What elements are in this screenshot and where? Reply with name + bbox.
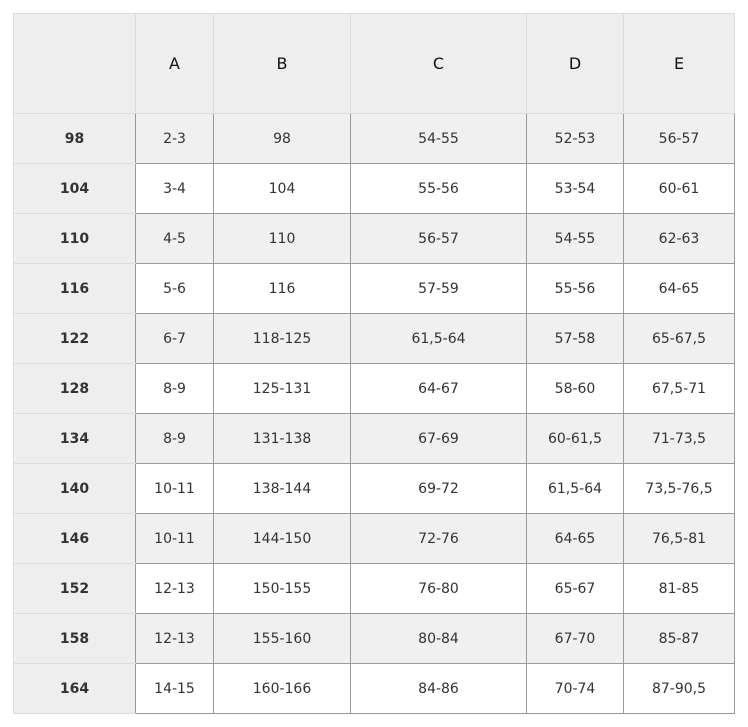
table-cell: 52-53 [526, 113, 624, 164]
table-cell: 85-87 [623, 613, 735, 664]
table-cell: 84-86 [350, 663, 527, 714]
table-cell: 12-13 [135, 613, 214, 664]
row-header: 140 [13, 463, 136, 514]
table-cell: 73,5-76,5 [623, 463, 735, 514]
table-cell: 80-84 [350, 613, 527, 664]
table-cell: 144-150 [213, 513, 351, 564]
table-cell: 131-138 [213, 413, 351, 464]
row-header: 122 [13, 313, 136, 364]
table-cell: 67-69 [350, 413, 527, 464]
table-cell: 54-55 [526, 213, 624, 264]
table-cell: 61,5-64 [350, 313, 527, 364]
table-row: 128 8-9 125-131 64-67 58-60 67,5-71 [13, 363, 735, 414]
table-cell: 150-155 [213, 563, 351, 614]
table-cell: 72-76 [350, 513, 527, 564]
row-header: 128 [13, 363, 136, 414]
table-cell: 155-160 [213, 613, 351, 664]
table-cell: 58-60 [526, 363, 624, 414]
table-cell: 65-67 [526, 563, 624, 614]
row-header: 152 [13, 563, 136, 614]
table-cell: 160-166 [213, 663, 351, 714]
table-cell: 60-61,5 [526, 413, 624, 464]
column-header: C [350, 13, 527, 114]
table-row: 98 2-3 98 54-55 52-53 56-57 [13, 113, 735, 164]
table-cell: 5-6 [135, 263, 214, 314]
table-cell: 10-11 [135, 513, 214, 564]
table-cell: 64-67 [350, 363, 527, 414]
row-header: 110 [13, 213, 136, 264]
table-cell: 55-56 [350, 163, 527, 214]
table-cell: 56-57 [350, 213, 527, 264]
table-cell: 55-56 [526, 263, 624, 314]
column-header: B [213, 13, 351, 114]
table-cell: 118-125 [213, 313, 351, 364]
table-cell: 10-11 [135, 463, 214, 514]
table-cell: 12-13 [135, 563, 214, 614]
table-cell: 125-131 [213, 363, 351, 414]
column-header: D [526, 13, 624, 114]
table-cell: 53-54 [526, 163, 624, 214]
table-cell: 2-3 [135, 113, 214, 164]
table-cell: 54-55 [350, 113, 527, 164]
table-cell: 69-72 [350, 463, 527, 514]
column-header [13, 13, 136, 114]
row-header: 146 [13, 513, 136, 564]
table-cell: 3-4 [135, 163, 214, 214]
table-cell: 116 [213, 263, 351, 314]
table-cell: 110 [213, 213, 351, 264]
table-cell: 76-80 [350, 563, 527, 614]
table-cell: 57-58 [526, 313, 624, 364]
table-row: 122 6-7 118-125 61,5-64 57-58 65-67,5 [13, 313, 735, 364]
table-cell: 56-57 [623, 113, 735, 164]
table-cell: 60-61 [623, 163, 735, 214]
table-cell: 14-15 [135, 663, 214, 714]
table-cell: 76,5-81 [623, 513, 735, 564]
table-row: 140 10-11 138-144 69-72 61,5-64 73,5-76,5 [13, 463, 735, 514]
table-row: 158 12-13 155-160 80-84 67-70 85-87 [13, 613, 735, 664]
table-row: 116 5-6 116 57-59 55-56 64-65 [13, 263, 735, 314]
table-cell: 6-7 [135, 313, 214, 364]
table-cell: 8-9 [135, 413, 214, 464]
table-cell: 61,5-64 [526, 463, 624, 514]
row-header: 104 [13, 163, 136, 214]
table-row: 134 8-9 131-138 67-69 60-61,5 71-73,5 [13, 413, 735, 464]
table-cell: 57-59 [350, 263, 527, 314]
table-row: 104 3-4 104 55-56 53-54 60-61 [13, 163, 735, 214]
table-cell: 81-85 [623, 563, 735, 614]
table-cell: 4-5 [135, 213, 214, 264]
table-cell: 8-9 [135, 363, 214, 414]
table-row: 164 14-15 160-166 84-86 70-74 87-90,5 [13, 663, 735, 714]
table-cell: 64-65 [623, 263, 735, 314]
table-cell: 138-144 [213, 463, 351, 514]
row-header: 116 [13, 263, 136, 314]
table-cell: 104 [213, 163, 351, 214]
row-header: 164 [13, 663, 136, 714]
table-cell: 65-67,5 [623, 313, 735, 364]
column-header: E [623, 13, 735, 114]
table-cell: 67,5-71 [623, 363, 735, 414]
column-header: A [135, 13, 214, 114]
table-cell: 71-73,5 [623, 413, 735, 464]
table-row: 110 4-5 110 56-57 54-55 62-63 [13, 213, 735, 264]
table-cell: 87-90,5 [623, 663, 735, 714]
table-cell: 70-74 [526, 663, 624, 714]
table-cell: 64-65 [526, 513, 624, 564]
row-header: 158 [13, 613, 136, 664]
table-cell: 67-70 [526, 613, 624, 664]
table-cell: 62-63 [623, 213, 735, 264]
table-row: 146 10-11 144-150 72-76 64-65 76,5-81 [13, 513, 735, 564]
row-header: 98 [13, 113, 136, 164]
table-row: 152 12-13 150-155 76-80 65-67 81-85 [13, 563, 735, 614]
table-cell: 98 [213, 113, 351, 164]
row-header: 134 [13, 413, 136, 464]
